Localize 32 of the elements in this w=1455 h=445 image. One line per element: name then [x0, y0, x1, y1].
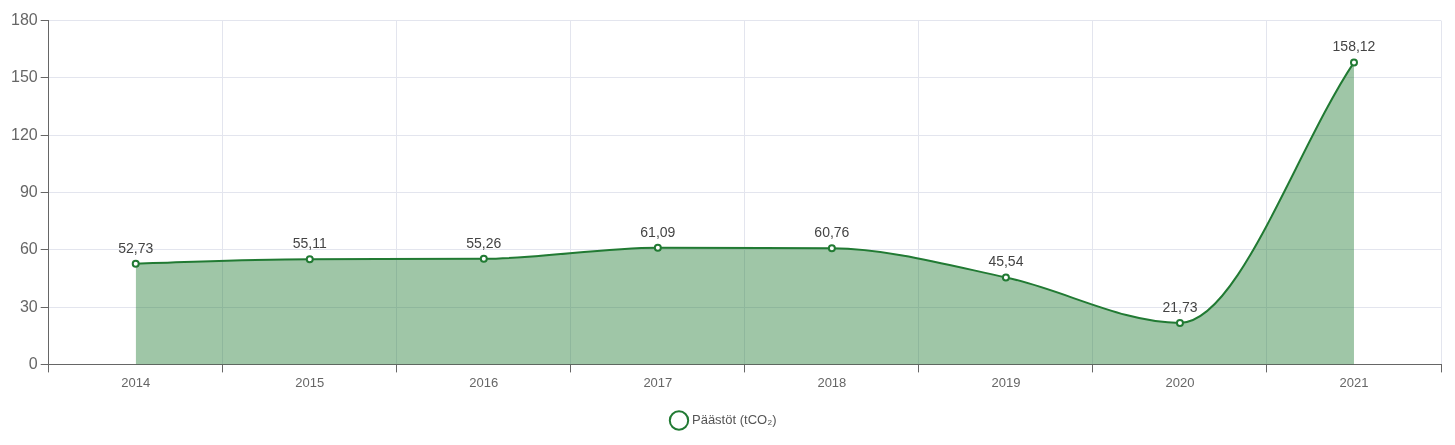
point	[827, 244, 836, 253]
x-tick-label: 2016	[469, 374, 499, 390]
data-label: 55,11	[292, 235, 327, 251]
x-tick-label: 2020	[1165, 374, 1195, 390]
y-tick-label: 30	[19, 297, 38, 315]
point	[131, 259, 140, 268]
point	[653, 243, 662, 252]
x-tick-label: 2019	[991, 374, 1021, 390]
y-tick-label: 90	[19, 182, 38, 200]
x-tick-label: 2021	[1339, 374, 1369, 390]
point	[1349, 58, 1358, 67]
point	[1175, 318, 1184, 327]
y-tick-label: 0	[28, 354, 38, 372]
y-tick-label: 150	[10, 68, 38, 86]
data-label: 21,73	[1162, 298, 1198, 315]
x-tick-label: 2018	[817, 374, 847, 390]
data-label: 45,54	[988, 253, 1024, 270]
y-tick-label: 120	[10, 125, 38, 143]
point	[305, 255, 314, 264]
data-label: 158,12	[1332, 38, 1376, 55]
x-tick-label: 2017	[643, 374, 673, 390]
x-tick-label: 2014	[121, 374, 151, 390]
y-tick-label: 60	[19, 240, 38, 258]
data-label: 55,26	[466, 234, 502, 251]
data-label: 60,76	[814, 224, 850, 241]
data-label: 52,73	[118, 239, 154, 256]
y-tick-label: 180	[10, 11, 38, 29]
point	[1001, 273, 1010, 282]
x-tick-label: 2015	[295, 374, 325, 390]
point	[479, 254, 488, 263]
data-label: 61,09	[640, 223, 676, 240]
legend-label: Päästöt (tCO₂)	[691, 412, 777, 428]
